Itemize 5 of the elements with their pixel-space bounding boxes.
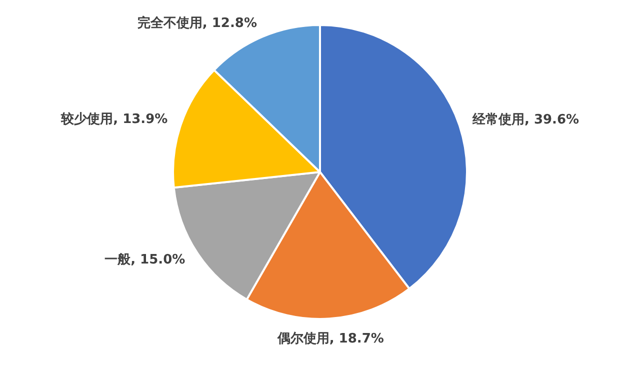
slice-label: 经常使用, 39.6% — [471, 112, 580, 128]
slice-label: 完全不使用, 12.8% — [137, 15, 257, 32]
slice-label: 一般, 15.0% — [104, 252, 186, 268]
slice-label: 较少使用, 13.9% — [60, 111, 168, 128]
slice-label: 偶尔使用, 18.7% — [276, 332, 384, 347]
